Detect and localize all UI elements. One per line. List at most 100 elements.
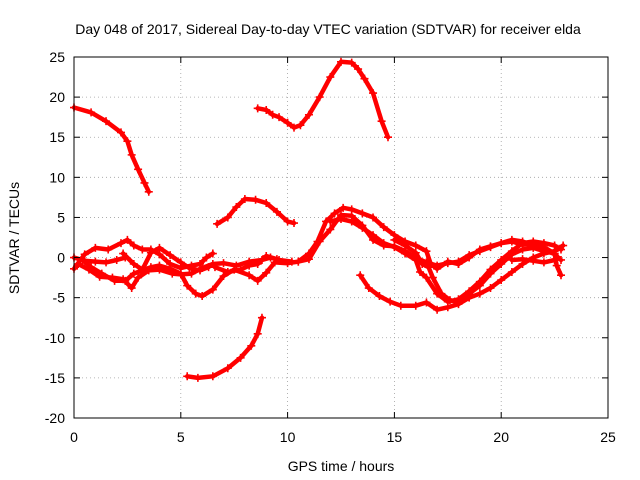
data-point (104, 245, 113, 254)
data-point (236, 265, 245, 274)
y-tick-label: -10 (45, 330, 65, 346)
data-point (401, 249, 410, 258)
series-line (71, 237, 216, 272)
data-point (418, 259, 427, 268)
data-point (326, 73, 335, 82)
data-point (272, 207, 281, 216)
data-point (390, 243, 399, 252)
data-point (144, 266, 153, 275)
data-point (208, 249, 217, 258)
data-point (208, 285, 217, 294)
data-point (313, 237, 322, 246)
data-point (465, 253, 474, 262)
data-point (257, 313, 266, 322)
data-point (253, 259, 262, 268)
data-point (360, 74, 369, 83)
x-tick-label: 0 (70, 429, 78, 445)
data-point (294, 257, 303, 266)
data-point (507, 255, 516, 264)
data-point (358, 223, 367, 232)
data-point (550, 255, 559, 264)
data-point (347, 217, 356, 226)
data-point (428, 273, 437, 282)
data-point (127, 150, 136, 159)
data-point (129, 259, 138, 268)
data-point (176, 258, 185, 267)
y-axis-label: SDTVAR / TECUs (6, 182, 22, 294)
data-point (146, 248, 155, 257)
data-point (183, 281, 192, 290)
data-point (386, 297, 395, 306)
y-tick-label: 20 (49, 89, 65, 105)
data-point (529, 241, 538, 250)
series-arc-8 (213, 194, 299, 228)
data-point (339, 203, 348, 212)
x-tick-label: 20 (493, 429, 509, 445)
data-point (486, 269, 495, 278)
data-point (74, 259, 83, 268)
data-point (232, 203, 241, 212)
series-arc-9 (183, 313, 266, 382)
series-arc-11 (294, 203, 463, 273)
data-point (116, 239, 125, 248)
data-point (529, 256, 538, 265)
data-point (91, 243, 100, 252)
data-point (253, 104, 262, 113)
data-point (123, 235, 132, 244)
y-tick-label: -5 (53, 290, 66, 306)
x-tick-label: 25 (600, 429, 616, 445)
data-point (168, 269, 177, 278)
data-point (347, 58, 356, 67)
data-point (121, 253, 130, 262)
data-point (183, 372, 192, 381)
data-point (253, 276, 262, 285)
data-point (262, 105, 271, 114)
series-line (296, 205, 461, 272)
data-point (272, 255, 281, 264)
data-point (108, 273, 117, 282)
data-point (283, 217, 292, 226)
data-point (275, 113, 284, 122)
data-point (518, 245, 527, 254)
data-point (454, 259, 463, 268)
data-point (208, 372, 217, 381)
data-point (140, 178, 149, 187)
data-point (304, 249, 313, 258)
data-point (213, 219, 222, 228)
data-point (443, 303, 452, 312)
data-point (507, 235, 516, 244)
data-point (223, 213, 232, 222)
data-point (497, 239, 506, 248)
data-point (539, 243, 548, 252)
data-point (134, 273, 143, 282)
data-point (437, 289, 446, 298)
data-point (315, 93, 324, 102)
data-point (486, 284, 495, 293)
x-tick-label: 10 (280, 429, 296, 445)
data-point (475, 245, 484, 254)
data-point (296, 121, 305, 130)
series-arc-10 (253, 57, 392, 142)
data-point (486, 242, 495, 251)
data-point (268, 110, 277, 119)
y-tick-label: 0 (57, 250, 65, 266)
y-tick-label: 25 (49, 49, 65, 65)
data-point (497, 259, 506, 268)
data-point (262, 199, 271, 208)
axis-ticks: 0 5 10 15 20 25 -20 -15 -10 -5 0 5 10 15 20 25 (45, 49, 616, 445)
data-point (127, 284, 136, 293)
series-arc-15 (454, 235, 559, 268)
data-point (236, 353, 245, 362)
series-group (70, 57, 568, 382)
data-point (166, 251, 175, 260)
series-arc-1 (70, 103, 153, 196)
data-point (245, 261, 254, 270)
data-point (416, 267, 425, 276)
data-point (251, 195, 260, 204)
series-line (120, 245, 211, 273)
data-point (369, 213, 378, 222)
data-point (193, 373, 202, 382)
series-line (456, 237, 557, 267)
data-point (411, 301, 420, 310)
data-point (518, 255, 527, 264)
